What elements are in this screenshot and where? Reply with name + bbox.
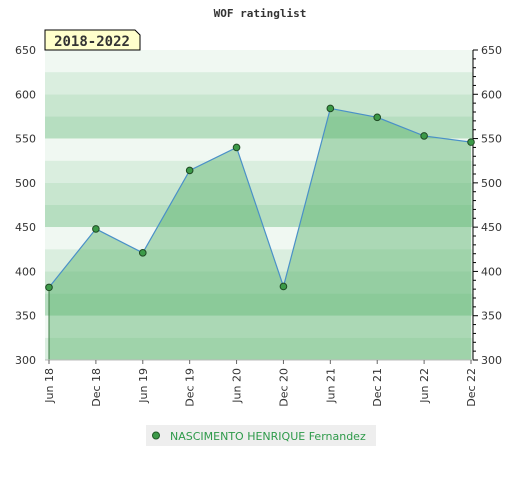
x-tick-label: Dec 22 bbox=[465, 368, 478, 407]
x-tick-label: Dec 18 bbox=[90, 368, 103, 407]
legend-marker bbox=[152, 431, 160, 440]
period-label: 2018-2022 bbox=[54, 34, 130, 50]
background-band bbox=[45, 116, 473, 139]
y-tick-label-right: 550 bbox=[481, 133, 502, 146]
data-point-7 bbox=[373, 113, 382, 122]
y-tick-label-left: 600 bbox=[15, 88, 36, 101]
legend-series-name: NASCIMENTO HENRIQUE Fernandez bbox=[170, 430, 366, 443]
background-band bbox=[45, 72, 473, 95]
legend: NASCIMENTO HENRIQUE Fernandez bbox=[146, 425, 376, 446]
period-badge-shape bbox=[44, 29, 141, 51]
background-band bbox=[45, 160, 473, 183]
data-point-2 bbox=[138, 249, 147, 257]
y-tick-label-left: 450 bbox=[15, 221, 36, 234]
x-tick-label: Jun 20 bbox=[231, 368, 244, 404]
y-tick-label-left: 550 bbox=[15, 133, 36, 146]
background-band bbox=[45, 50, 473, 73]
data-point-5 bbox=[279, 282, 288, 291]
x-tick-label: Jun 22 bbox=[418, 368, 431, 404]
y-tick-label-left: 650 bbox=[15, 44, 36, 57]
y-tick-label-right: 300 bbox=[481, 354, 502, 367]
y-tick-label-right: 600 bbox=[481, 88, 502, 101]
y-tick-label-left: 350 bbox=[15, 310, 36, 323]
y-tick-label-left: 500 bbox=[15, 177, 36, 190]
y-tick-label-left: 300 bbox=[15, 354, 36, 367]
series-line-layer bbox=[48, 107, 472, 289]
y-tick-label-right: 350 bbox=[481, 310, 502, 323]
data-point-8 bbox=[420, 132, 428, 140]
background-band bbox=[45, 182, 473, 205]
data-point-1 bbox=[92, 225, 100, 233]
data-point-0 bbox=[45, 283, 53, 292]
period-badge: 2018-2022 bbox=[44, 29, 141, 51]
x-axis-ticks: Jun 18 Dec 18 Jun 19 Dec 19 Jun 20 Dec 20 Jun … bbox=[43, 360, 478, 407]
background-band bbox=[45, 337, 473, 360]
x-tick-label: Dec 20 bbox=[277, 368, 290, 407]
y-tick-label-right: 400 bbox=[481, 265, 502, 278]
series-line bbox=[48, 107, 472, 289]
background-band bbox=[45, 138, 473, 161]
x-tick-label: Jun 19 bbox=[137, 368, 150, 404]
background-band bbox=[45, 293, 473, 316]
x-tick-label: Jun 18 bbox=[43, 368, 56, 404]
chart-title: WOF ratinglist bbox=[214, 7, 307, 20]
x-tick-label: Dec 19 bbox=[184, 368, 197, 407]
data-point-3 bbox=[185, 166, 194, 175]
axes bbox=[45, 50, 474, 361]
x-tick-label: Jun 21 bbox=[324, 368, 337, 404]
legend-box bbox=[146, 425, 376, 446]
y-tick-label-right: 500 bbox=[481, 177, 502, 190]
background-band bbox=[45, 271, 473, 294]
series-area bbox=[49, 108, 471, 360]
background-bands bbox=[45, 50, 473, 360]
background-band bbox=[45, 94, 473, 117]
y-tick-label-right: 450 bbox=[481, 221, 502, 234]
area-fill-layer bbox=[49, 108, 471, 360]
data-point-4 bbox=[232, 143, 241, 152]
data-point-9 bbox=[467, 138, 475, 146]
background-band bbox=[45, 227, 473, 250]
background-band bbox=[45, 205, 473, 228]
background-band bbox=[45, 315, 473, 338]
background-band bbox=[45, 249, 473, 272]
y-tick-label-right: 650 bbox=[481, 44, 502, 57]
x-tick-label: Dec 21 bbox=[371, 368, 384, 407]
y-axis-left-ticks: 300 350 400 450 500 550 600 650 bbox=[15, 44, 36, 367]
data-point-6 bbox=[326, 104, 335, 113]
y-axis-right-ticks: 300 350 400 450 500 550 600 650 bbox=[473, 44, 502, 367]
data-points bbox=[45, 104, 475, 292]
y-tick-label-left: 400 bbox=[15, 265, 36, 278]
